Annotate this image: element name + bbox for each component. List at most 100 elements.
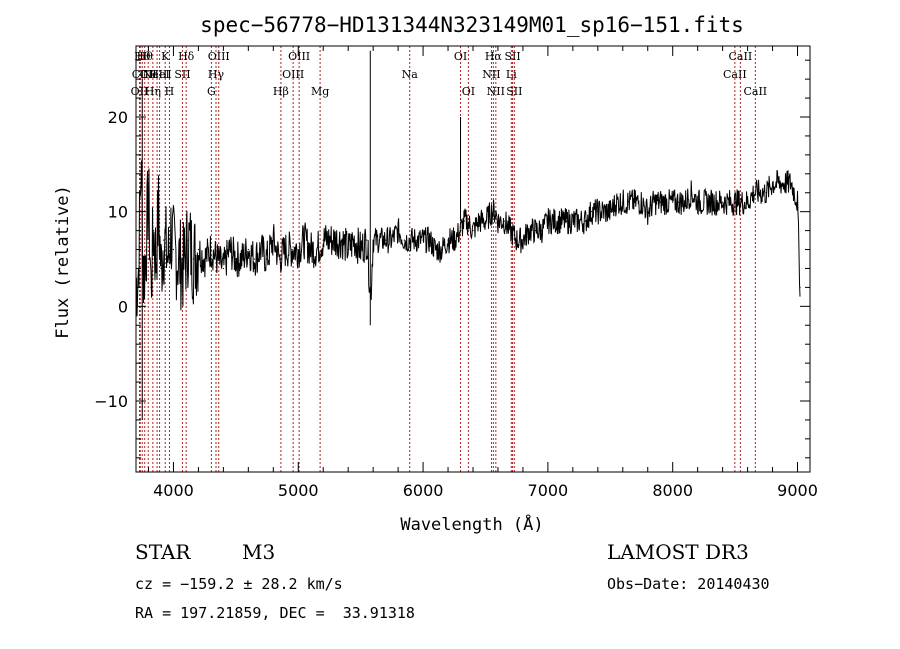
flux-point xyxy=(528,230,530,232)
spectral-line-label: Na xyxy=(402,68,419,81)
flux-point xyxy=(566,220,568,222)
flux-point xyxy=(665,201,668,203)
flux-point xyxy=(503,220,505,222)
x-axis-label: Wavelength (Å) xyxy=(400,513,543,535)
y-axis-label: Flux (relative) xyxy=(53,185,73,339)
flux-point xyxy=(447,239,449,241)
flux-point xyxy=(385,239,387,241)
flux-point xyxy=(291,248,293,251)
flux-point xyxy=(341,239,343,241)
flux-point xyxy=(615,201,618,203)
flux-point xyxy=(441,248,443,251)
x-tick-label: 6000 xyxy=(403,481,444,500)
flux-point xyxy=(759,192,761,194)
flux-point xyxy=(409,239,412,241)
flux-point xyxy=(160,267,162,270)
flux-series xyxy=(135,50,801,420)
flux-point xyxy=(684,201,686,203)
spectral-line-label: OI xyxy=(462,85,475,98)
spectral-line-label: Hη xyxy=(145,85,161,98)
flux-point xyxy=(145,248,147,251)
flux-point xyxy=(634,201,636,203)
flux-point xyxy=(360,248,362,251)
flux-line xyxy=(135,160,801,317)
plot-frame xyxy=(135,45,811,473)
flux-point xyxy=(478,220,480,222)
flux-point xyxy=(422,239,424,241)
flux-point xyxy=(597,211,599,213)
flux-point xyxy=(715,201,717,203)
flux-point xyxy=(609,211,611,213)
flux-point xyxy=(285,248,287,251)
flux-point xyxy=(578,220,580,222)
flux-point xyxy=(140,163,142,165)
flux-point xyxy=(353,239,356,241)
spectral-line-label: Hθ xyxy=(137,50,154,63)
flux-point xyxy=(241,258,243,260)
flux-point xyxy=(799,286,801,288)
flux-point xyxy=(197,248,200,251)
flux-point xyxy=(182,267,185,270)
axis-ticks: 4000 5000 6000 7000 8000 9000 −10 0 10 20 xyxy=(94,46,818,500)
flux-point xyxy=(553,220,555,222)
spectral-line-label: Hγ xyxy=(208,68,225,81)
x-tick-label: 5000 xyxy=(278,481,319,500)
flux-point xyxy=(659,201,661,203)
flux-point xyxy=(157,211,160,213)
flux-point xyxy=(192,258,195,260)
x-tick-label: 8000 xyxy=(652,481,693,500)
flux-point xyxy=(204,258,206,260)
flux-point xyxy=(734,201,736,203)
spectral-line-label: OI xyxy=(454,50,467,63)
spectral-line-labels: HθHθOIICIICIIHηNeIIIHeIKHSIIHδGHγOIIIHβO… xyxy=(131,50,768,98)
obs-date: Obs−Date: 20140430 xyxy=(607,575,770,593)
flux-point xyxy=(547,220,549,222)
flux-point xyxy=(216,258,218,260)
flux-point xyxy=(172,248,175,251)
x-tick-label: 4000 xyxy=(153,481,194,500)
flux-point xyxy=(740,201,742,203)
flux-point xyxy=(690,192,693,194)
flux-point xyxy=(187,239,190,241)
flux-point xyxy=(697,201,699,203)
flux-point xyxy=(622,201,624,203)
flux-point xyxy=(335,239,337,241)
flux-point xyxy=(403,239,405,241)
flux-point xyxy=(378,239,380,241)
spectral-line-label: NeIII xyxy=(143,68,172,81)
flux-point xyxy=(771,182,774,184)
flux-point xyxy=(778,182,780,184)
x-tick-label: 7000 xyxy=(528,481,569,500)
flux-point xyxy=(722,201,724,203)
flux-point xyxy=(222,267,224,270)
flux-point xyxy=(709,201,711,203)
flux-point xyxy=(559,220,561,222)
flux-point xyxy=(603,211,605,213)
flux-point xyxy=(235,258,237,260)
flux-point xyxy=(370,296,372,298)
flux-point xyxy=(472,230,474,232)
flux-point xyxy=(253,258,256,260)
flux-point xyxy=(703,201,705,203)
flux-point xyxy=(784,182,786,184)
flux-point xyxy=(303,239,306,241)
flux-point xyxy=(328,239,331,241)
x-tick-label: 9000 xyxy=(777,481,818,500)
flux-point xyxy=(534,230,537,232)
flux-point xyxy=(416,239,418,241)
flux-point xyxy=(147,192,150,194)
spectral-line-label: G xyxy=(207,85,216,98)
spectral-line-label: CaII xyxy=(729,50,753,63)
spectral-line-label: CaII xyxy=(723,68,747,81)
spectral-line-label: SII xyxy=(504,50,520,63)
flux-point xyxy=(162,239,165,241)
flux-point xyxy=(653,201,655,203)
spectral-line-label: CII xyxy=(140,68,157,81)
flux-point xyxy=(746,201,749,203)
spectral-line-label: CaII xyxy=(743,85,767,98)
flux-point xyxy=(516,239,518,241)
flux-point xyxy=(142,277,145,279)
flux-point xyxy=(484,220,487,222)
spectral-line-label: SII xyxy=(506,85,522,98)
